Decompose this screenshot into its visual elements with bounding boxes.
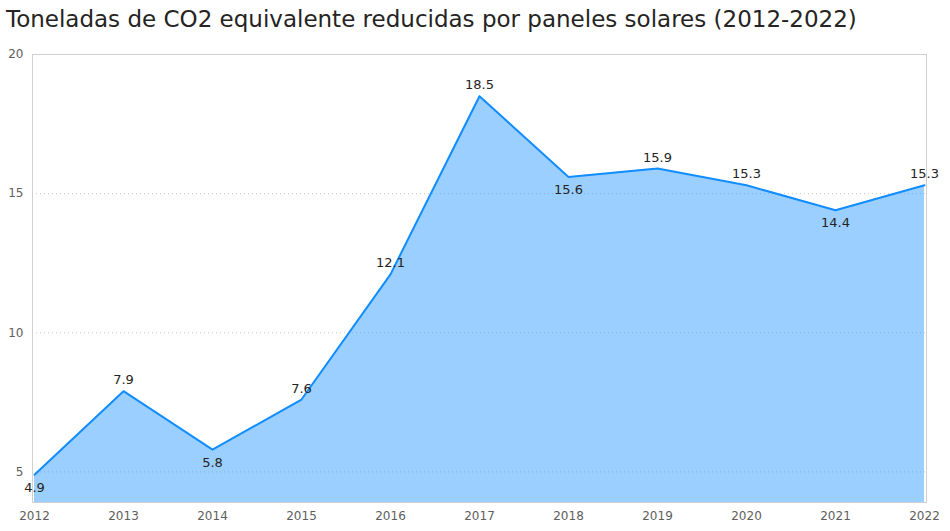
svg-text:7.9: 7.9 (113, 372, 134, 387)
svg-text:7.6: 7.6 (291, 381, 312, 396)
svg-text:2017: 2017 (464, 509, 495, 523)
svg-text:2020: 2020 (731, 509, 762, 523)
svg-text:2019: 2019 (642, 509, 673, 523)
svg-text:12.1: 12.1 (376, 255, 405, 270)
svg-text:2022: 2022 (909, 509, 940, 523)
svg-text:18.5: 18.5 (465, 77, 494, 92)
svg-text:14.4: 14.4 (821, 215, 850, 230)
svg-text:2021: 2021 (820, 509, 851, 523)
svg-text:5.8: 5.8 (202, 455, 223, 470)
svg-text:15: 15 (8, 186, 23, 200)
svg-text:2012: 2012 (19, 509, 50, 523)
svg-text:2014: 2014 (197, 509, 228, 523)
html-text:Toneladas de CO2 equivalente r: Toneladas de CO2 equivalente reducidas p… (6, 6, 857, 32)
svg-text:15.3: 15.3 (732, 166, 761, 181)
svg-text:15.9: 15.9 (643, 150, 672, 165)
svg-text:20: 20 (8, 47, 23, 61)
svg-text:15.3: 15.3 (910, 166, 939, 181)
svg-text:10: 10 (8, 326, 23, 340)
svg-text:2015: 2015 (286, 509, 317, 523)
svg-text:15.6: 15.6 (554, 182, 583, 197)
svg-text:5: 5 (16, 465, 24, 479)
svg-text:2016: 2016 (375, 509, 406, 523)
svg-text:2018: 2018 (553, 509, 584, 523)
svg-text:4.9: 4.9 (24, 480, 45, 495)
svg-text:2013: 2013 (108, 509, 139, 523)
